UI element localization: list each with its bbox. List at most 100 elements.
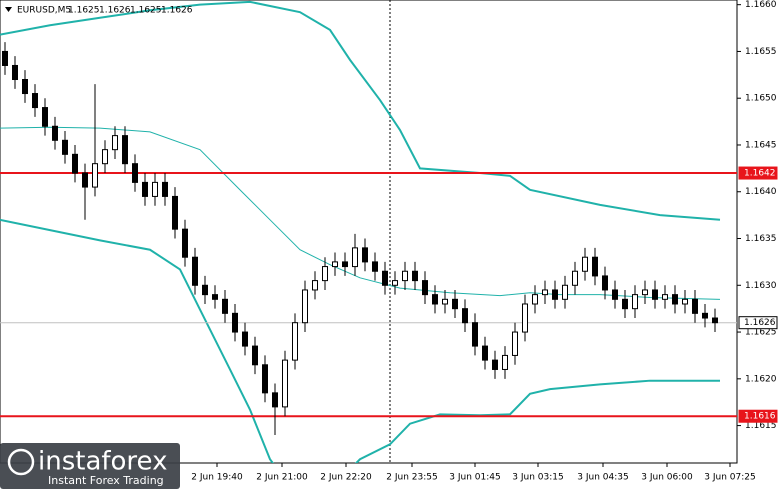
candle-body <box>72 153 78 174</box>
y-tick-label: 1.1640 <box>745 187 777 197</box>
candle-body <box>112 135 118 151</box>
logo-icon <box>7 448 35 476</box>
axes: 1.1660 1.1655 1.1650 1.1645 1.1640 1.1635 1.16… <box>191 0 778 483</box>
plot-frame <box>0 0 738 464</box>
candle-body <box>92 163 98 188</box>
price-label-bg <box>738 166 778 180</box>
candle-body <box>592 256 598 277</box>
candle-body <box>212 294 218 300</box>
candle-body <box>282 359 288 408</box>
candle-body <box>502 354 508 370</box>
candle-body <box>402 270 408 282</box>
price-label: 1.1626 <box>744 318 776 328</box>
logo-name: instaforex <box>38 447 167 477</box>
header-value: 1.1626 <box>161 6 193 16</box>
candle-body <box>312 280 318 291</box>
candle-body <box>612 289 618 300</box>
candle-body <box>552 289 558 300</box>
candle-body <box>432 294 438 305</box>
x-tick-label: 2 Jun 21:00 <box>256 473 308 483</box>
candle-body <box>682 298 688 305</box>
candle-body <box>22 79 28 95</box>
y-tick-label: 1.1635 <box>745 234 777 244</box>
candle-body <box>82 172 88 188</box>
x-tick-label: 3 Jun 07:25 <box>704 473 755 483</box>
candle-body <box>2 50 8 66</box>
candle-body <box>542 289 548 296</box>
candle-body <box>272 392 278 408</box>
candle-body <box>512 331 518 356</box>
y-tick-label: 1.1620 <box>745 374 777 384</box>
y-tick-label: 1.1625 <box>745 328 777 338</box>
chart-title: EURUSD,M5 <box>17 6 71 16</box>
candle-body <box>532 294 538 305</box>
candle-body <box>362 247 368 263</box>
candle-body <box>32 93 38 109</box>
candle-body <box>342 261 348 268</box>
candle-body <box>602 275 608 291</box>
y-tick-label: 1.1655 <box>745 47 777 57</box>
candle-body <box>62 139 68 155</box>
logo-bg <box>0 443 180 489</box>
header-value: 1.1626 <box>99 6 131 16</box>
price-label-bg <box>738 316 778 330</box>
price-label: 1.1642 <box>744 169 776 179</box>
x-tick-label: 3 Jun 06:00 <box>641 473 693 483</box>
candle-body <box>562 284 568 300</box>
candle-body <box>222 298 228 314</box>
candle-body <box>632 294 638 310</box>
candle-body <box>712 317 718 324</box>
candle-body <box>122 135 128 165</box>
candle-body <box>492 359 498 370</box>
candle-body <box>462 308 468 324</box>
price-label: 1.1616 <box>744 412 776 422</box>
candle-body <box>242 331 248 347</box>
x-tick-label: 3 Jun 04:35 <box>577 473 628 483</box>
candle-body <box>472 322 478 347</box>
band-line <box>0 218 720 463</box>
y-tick-label: 1.1630 <box>745 281 777 291</box>
x-tick-label: 3 Jun 03:15 <box>512 473 563 483</box>
candle-body <box>442 298 448 305</box>
candle-body <box>392 280 398 286</box>
candle-body <box>162 181 168 197</box>
candle-body <box>152 181 158 197</box>
candle-body <box>702 312 708 319</box>
candle-body <box>322 266 328 282</box>
candle-body <box>332 261 338 268</box>
candle-body <box>452 298 458 310</box>
candle-body <box>412 270 418 282</box>
y-tick-label: 1.1650 <box>745 94 777 104</box>
x-tick-label: 2 Jun 23:55 <box>386 473 437 483</box>
y-tick-label: 1.1645 <box>745 140 777 150</box>
header-value: 1.1625 <box>130 6 162 16</box>
candle-body <box>622 298 628 310</box>
candle-body <box>292 322 298 361</box>
candle-body <box>662 294 668 300</box>
candle-body <box>582 256 588 272</box>
candle-body <box>182 228 188 258</box>
candle-body <box>172 195 178 230</box>
candle-body <box>382 270 388 286</box>
band-line <box>0 0 721 221</box>
header-value: 1.1625 <box>68 6 100 16</box>
candle-body <box>252 345 258 366</box>
candle-body <box>142 181 148 197</box>
symbol-icon <box>5 7 12 12</box>
candle-body <box>132 163 138 183</box>
candle-body <box>372 261 378 272</box>
candle-body <box>642 289 648 296</box>
plot-area <box>0 0 737 463</box>
candle-body <box>12 64 18 81</box>
candle-body <box>192 256 198 286</box>
candle-body <box>202 284 208 296</box>
x-tick-label: 3 Jun 01:45 <box>449 473 500 483</box>
y-tick-label: 1.1660 <box>745 0 777 10</box>
candle-body <box>572 270 578 286</box>
candle-body <box>352 247 358 268</box>
candle-body <box>102 149 108 165</box>
candle-body <box>42 107 48 127</box>
candle-body <box>262 364 268 394</box>
candle-body <box>652 289 658 300</box>
